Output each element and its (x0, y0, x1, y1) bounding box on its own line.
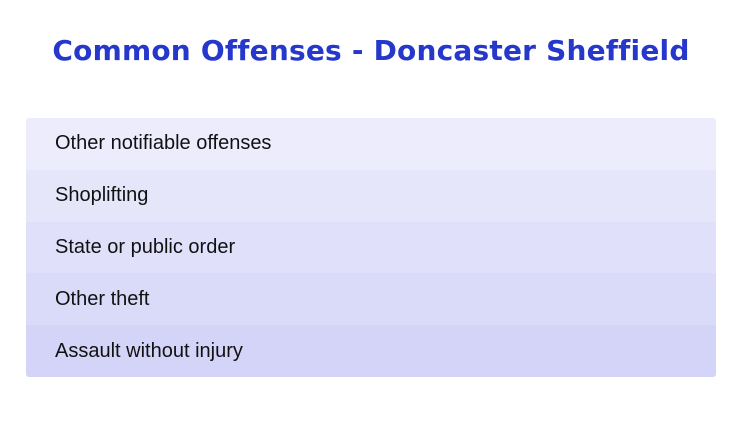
list-item: Other theft (26, 273, 716, 326)
page-title: Common Offenses - Doncaster Sheffield (52, 34, 690, 67)
list-item: Other notifiable offenses (26, 118, 716, 170)
offense-list: Other notifiable offenses Shoplifting St… (26, 118, 716, 377)
list-item: State or public order (26, 221, 716, 274)
list-item: Shoplifting (26, 169, 716, 222)
list-item: Assault without injury (26, 325, 716, 377)
